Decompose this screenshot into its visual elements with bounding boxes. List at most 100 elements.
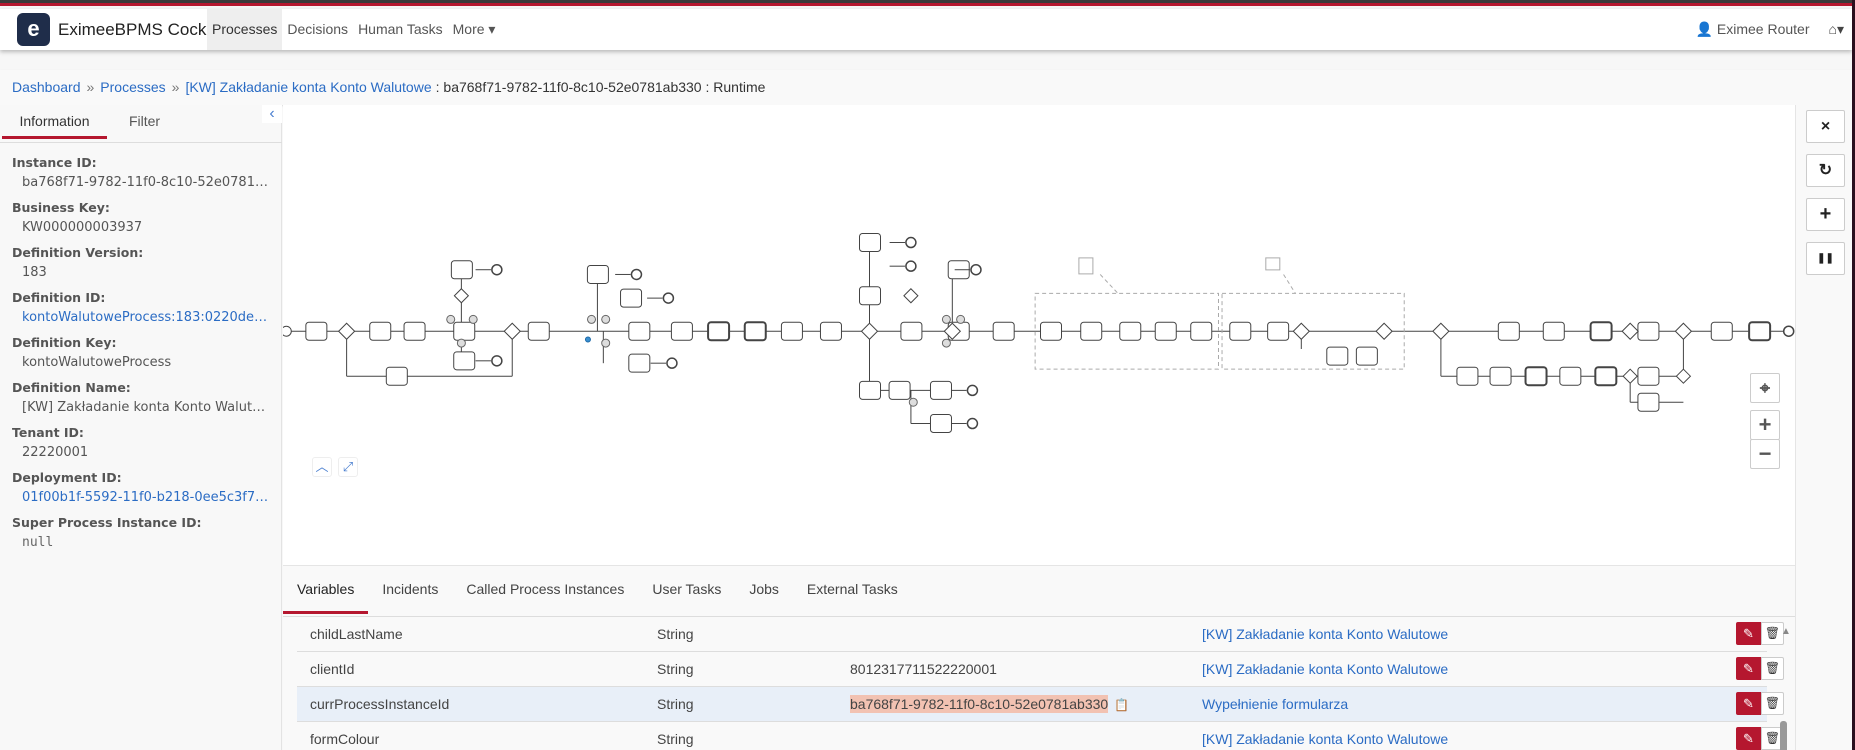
- bpmn-task[interactable]: [707, 321, 731, 342]
- bpmn-gateway[interactable]: [903, 288, 919, 304]
- zoom-in-button[interactable]: +: [1750, 410, 1780, 440]
- reset-zoom-button[interactable]: ⌖: [1750, 373, 1780, 403]
- field-value[interactable]: 01f00b1f-5592-11f0-b218-0ee5c3f7…: [22, 490, 269, 505]
- bpmn-task[interactable]: [369, 321, 392, 341]
- edit-button[interactable]: ✎: [1736, 692, 1761, 715]
- bpmn-task[interactable]: [1489, 366, 1512, 386]
- bpmn-task[interactable]: [1542, 321, 1565, 341]
- bpmn-end-event[interactable]: [491, 263, 503, 276]
- bpmn-boundary-event[interactable]: [587, 314, 596, 324]
- bpmn-task[interactable]: [1637, 321, 1660, 341]
- bpmn-end-event[interactable]: [966, 417, 979, 430]
- copy-icon[interactable]: 📋: [1114, 698, 1130, 712]
- bpmn-task[interactable]: [1080, 321, 1103, 341]
- bpmn-gateway[interactable]: [503, 322, 521, 340]
- tab-user-tasks[interactable]: User Tasks: [652, 581, 722, 597]
- bpmn-task[interactable]: [1040, 321, 1063, 341]
- collapse-sidebar-icon[interactable]: ‹: [262, 105, 282, 123]
- bpmn-task[interactable]: [743, 321, 767, 342]
- bpmn-gateway[interactable]: [453, 288, 470, 304]
- bpmn-end-event[interactable]: [970, 263, 982, 276]
- bpmn-task[interactable]: [1524, 366, 1548, 387]
- breadcrumb-processes[interactable]: Processes: [100, 79, 166, 95]
- variable-value[interactable]: ba768f71-9782-11f0-8c10-52e0781ab330: [850, 695, 1109, 713]
- suspend-button[interactable]: ❚❚: [1806, 242, 1845, 275]
- bpmn-task[interactable]: [780, 321, 803, 341]
- tab-incidents[interactable]: Incidents: [382, 581, 439, 597]
- bpmn-task[interactable]: [453, 321, 476, 341]
- bpmn-gateway[interactable]: [1432, 322, 1450, 340]
- collapse-panel-button[interactable]: ︿: [312, 457, 332, 477]
- zoom-out-button[interactable]: −: [1750, 439, 1780, 469]
- bpmn-task[interactable]: [1229, 321, 1252, 341]
- nav-more-dropdown[interactable]: More ▾: [452, 21, 496, 37]
- delete-button[interactable]: 🗑: [1761, 657, 1784, 680]
- bpmn-gateway[interactable]: [1621, 322, 1639, 340]
- breadcrumb-definition[interactable]: [KW] Zakładanie konta Konto Walutowe: [185, 79, 432, 95]
- tab-information[interactable]: Information: [2, 105, 107, 139]
- bpmn-gateway[interactable]: [1375, 322, 1393, 340]
- bpmn-task[interactable]: [1456, 366, 1479, 386]
- edit-button[interactable]: ✎: [1736, 657, 1761, 680]
- nav-decisions[interactable]: Decisions: [287, 21, 349, 37]
- bpmn-gateway[interactable]: [860, 322, 879, 340]
- bpmn-task[interactable]: [859, 233, 882, 253]
- bpmn-gateway[interactable]: [1675, 368, 1692, 384]
- bpmn-task[interactable]: [1190, 321, 1213, 341]
- bpmn-end-event[interactable]: [666, 357, 678, 369]
- bpmn-boundary-event[interactable]: [601, 314, 611, 324]
- nav-human-tasks[interactable]: Human Tasks: [358, 21, 443, 37]
- bpmn-task[interactable]: [1326, 346, 1349, 366]
- logo[interactable]: e: [17, 13, 50, 46]
- bpmn-task[interactable]: [1119, 321, 1142, 341]
- bpmn-task[interactable]: [527, 321, 550, 341]
- bpmn-task[interactable]: [859, 380, 882, 400]
- bpmn-gateway[interactable]: [1292, 322, 1311, 340]
- bpmn-end-event[interactable]: [905, 236, 917, 249]
- bpmn-end-event[interactable]: [662, 292, 675, 304]
- field-value[interactable]: kontoWalutoweProcess:183:0220de2…: [22, 310, 273, 325]
- bpmn-start-event[interactable]: [280, 325, 292, 337]
- user-menu[interactable]: 👤 Eximee Router: [1691, 9, 1824, 50]
- nav-processes[interactable]: Processes: [207, 9, 283, 50]
- bpmn-task[interactable]: [305, 321, 328, 341]
- retry-button[interactable]: ↻: [1806, 154, 1845, 187]
- bpmn-boundary-event[interactable]: [456, 338, 466, 348]
- variable-scope-link[interactable]: [KW] Zakładanie konta Konto Walutowe: [1202, 626, 1449, 642]
- bpmn-task[interactable]: [1559, 366, 1582, 386]
- cancel-instance-button[interactable]: ×: [1806, 110, 1845, 143]
- bpmn-gateway[interactable]: [1622, 368, 1638, 384]
- bpmn-task[interactable]: [1589, 321, 1613, 342]
- bpmn-task[interactable]: [1154, 321, 1177, 341]
- bpmn-gateway[interactable]: [1674, 322, 1693, 340]
- bpmn-task[interactable]: [1497, 321, 1520, 341]
- bpmn-task[interactable]: [586, 264, 609, 284]
- bpmn-boundary-event[interactable]: [446, 314, 456, 324]
- edit-button[interactable]: ✎: [1736, 622, 1761, 645]
- bpmn-task[interactable]: [1637, 366, 1660, 386]
- bpmn-task[interactable]: [900, 321, 923, 341]
- bpmn-task[interactable]: [620, 288, 643, 308]
- bpmn-task[interactable]: [670, 321, 693, 341]
- bpmn-boundary-event[interactable]: [468, 314, 478, 324]
- bpmn-task[interactable]: [929, 380, 952, 400]
- bpmn-task[interactable]: [1748, 321, 1772, 342]
- brand-title[interactable]: EximeeBPMS Cockpit: [58, 20, 225, 39]
- bpmn-end-event[interactable]: [630, 268, 643, 281]
- delete-button[interactable]: 🗑: [1761, 692, 1784, 715]
- edit-button[interactable]: ✎: [1736, 727, 1761, 750]
- bpmn-task[interactable]: [1710, 321, 1733, 341]
- variable-scope-link[interactable]: Wypełnienie formularza: [1202, 696, 1349, 712]
- bpmn-task[interactable]: [1594, 366, 1618, 387]
- bpmn-end-event[interactable]: [966, 384, 979, 397]
- bpmn-task[interactable]: [385, 366, 408, 386]
- bpmn-task[interactable]: [628, 321, 651, 341]
- tab-variables[interactable]: Variables: [283, 578, 369, 614]
- bpmn-canvas[interactable]: [280, 105, 1795, 565]
- variable-scope-link[interactable]: [KW] Zakładanie konta Konto Walutowe: [1202, 661, 1449, 677]
- bpmn-gateway[interactable]: [337, 322, 356, 340]
- bpmn-end-event[interactable]: [491, 355, 503, 367]
- scroll-up-arrow[interactable]: ▲: [1781, 626, 1791, 637]
- bpmn-task[interactable]: [819, 321, 842, 341]
- bpmn-boundary-event[interactable]: [941, 314, 951, 324]
